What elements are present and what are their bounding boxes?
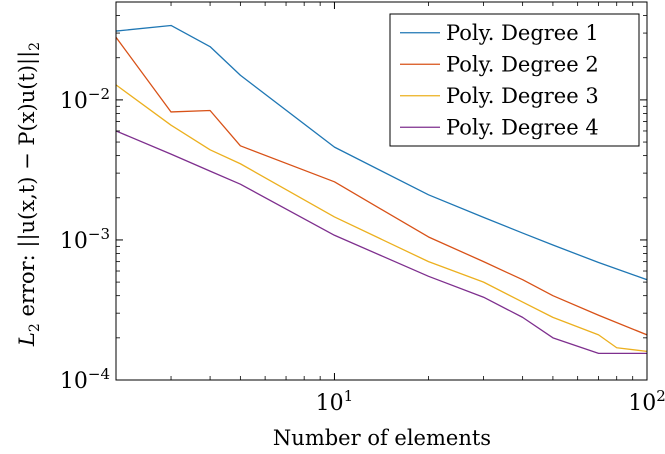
legend: Poly. Degree 1 Poly. Degree 2 Poly. Degree… (389, 13, 640, 147)
y-tick-label: 10−2 (60, 85, 110, 114)
axes: 101 102 10−4 10−3 10−2 (60, 1, 665, 416)
plot-area (116, 24, 647, 354)
legend-label: Poly. Degree 2 (446, 52, 599, 76)
legend-label: Poly. Degree 4 (446, 115, 599, 139)
series-lines (116, 24, 647, 354)
x-tick-label: 102 (628, 387, 665, 416)
series-line-degree-3 (116, 84, 647, 353)
y-tick-label: 10−4 (60, 365, 110, 394)
series-line-degree-2 (116, 36, 647, 336)
x-tick-label: 101 (316, 387, 354, 416)
y-axis-label: L2 error: ||u(x,t) − P(x)u(t)||2 (15, 42, 43, 347)
legend-label: Poly. Degree 3 (446, 84, 599, 108)
axis-frame (115, 1, 648, 381)
y-axis-label-text: L2 error: ||u(x,t) − P(x)u(t)||2 (15, 42, 43, 347)
series-line-degree-1 (116, 24, 647, 281)
y-tick-label: 10−3 (60, 225, 110, 254)
legend-label: Poly. Degree 1 (446, 21, 599, 45)
legend-box (389, 13, 640, 147)
series-line-degree-4 (116, 130, 647, 354)
x-axis-label: Number of elements (273, 426, 491, 450)
